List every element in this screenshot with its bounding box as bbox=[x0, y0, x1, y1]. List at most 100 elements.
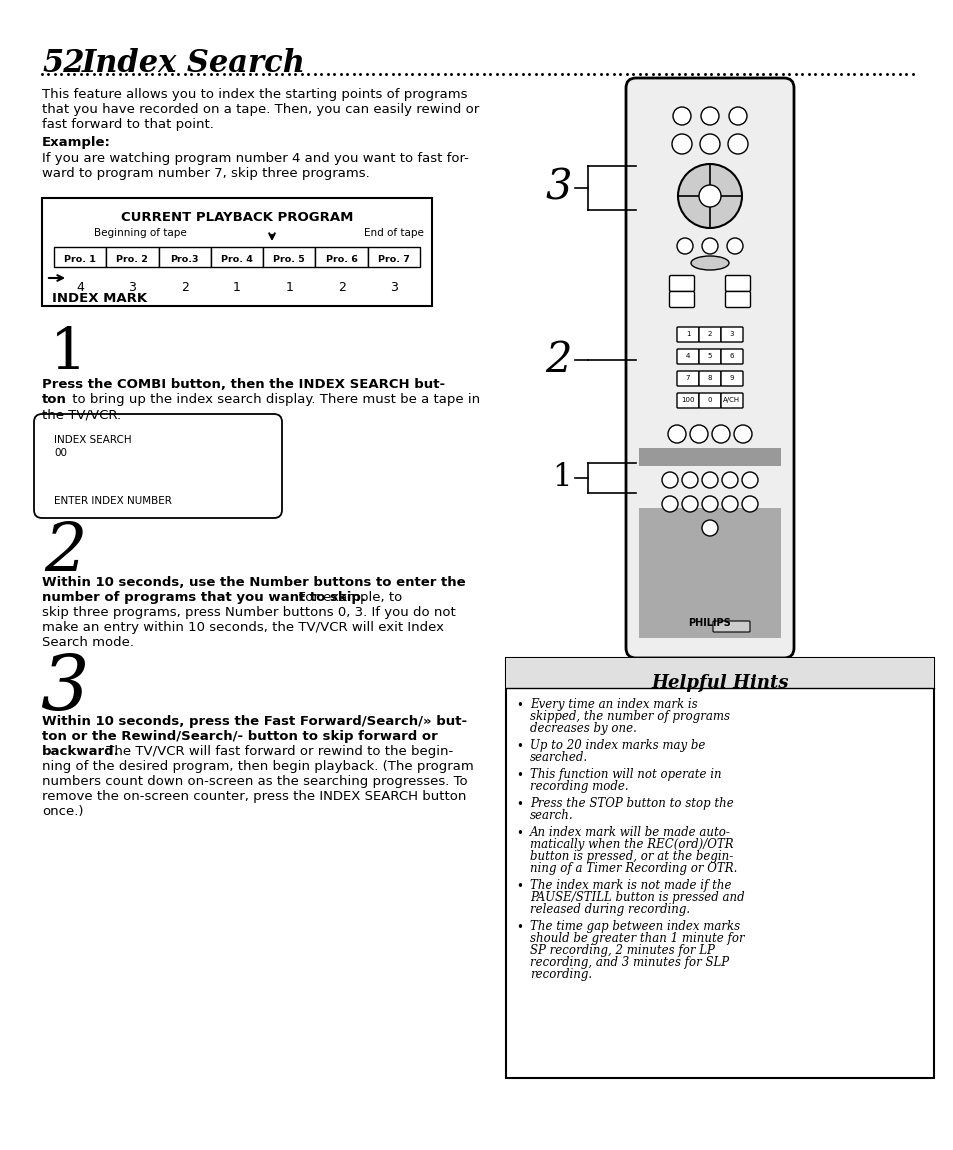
Text: ton: ton bbox=[42, 393, 67, 406]
Text: Example:: Example: bbox=[42, 136, 111, 150]
Circle shape bbox=[741, 496, 758, 512]
Text: 4: 4 bbox=[76, 281, 84, 294]
Text: End of tape: End of tape bbox=[364, 228, 423, 238]
Text: •: • bbox=[516, 880, 522, 894]
Text: backward.: backward. bbox=[42, 745, 120, 758]
Text: 5: 5 bbox=[707, 353, 712, 359]
Text: The time gap between index marks: The time gap between index marks bbox=[530, 920, 740, 933]
Text: An index mark will be made auto-: An index mark will be made auto- bbox=[530, 826, 730, 840]
Text: recording, and 3 minutes for SLP: recording, and 3 minutes for SLP bbox=[530, 956, 728, 969]
Text: to bring up the index search display. There must be a tape in: to bring up the index search display. Th… bbox=[68, 393, 479, 406]
Bar bbox=[639, 448, 781, 466]
Text: fast forward to that point.: fast forward to that point. bbox=[42, 118, 213, 131]
Text: •: • bbox=[516, 699, 522, 712]
FancyBboxPatch shape bbox=[625, 78, 793, 658]
FancyBboxPatch shape bbox=[669, 276, 694, 291]
Text: •: • bbox=[516, 921, 522, 934]
Text: Index Search: Index Search bbox=[82, 48, 306, 79]
Bar bbox=[158, 247, 211, 267]
Text: 8: 8 bbox=[707, 375, 712, 381]
Text: 52: 52 bbox=[42, 48, 85, 79]
Text: •: • bbox=[516, 769, 522, 782]
Text: make an entry within 10 seconds, the TV/VCR will exit Index: make an entry within 10 seconds, the TV/… bbox=[42, 621, 443, 634]
Text: 3: 3 bbox=[390, 281, 397, 294]
Text: once.): once.) bbox=[42, 805, 84, 818]
FancyBboxPatch shape bbox=[720, 348, 742, 365]
Text: If you are watching program number 4 and you want to fast for-: If you are watching program number 4 and… bbox=[42, 152, 468, 164]
Text: searched.: searched. bbox=[530, 751, 587, 764]
Text: 2: 2 bbox=[707, 331, 712, 337]
Circle shape bbox=[661, 496, 678, 512]
Circle shape bbox=[726, 238, 742, 254]
Text: ning of the desired program, then begin playback. (The program: ning of the desired program, then begin … bbox=[42, 760, 474, 773]
Text: 2: 2 bbox=[180, 281, 189, 294]
FancyBboxPatch shape bbox=[677, 371, 699, 386]
Circle shape bbox=[672, 107, 690, 125]
Text: numbers count down on-screen as the searching progresses. To: numbers count down on-screen as the sear… bbox=[42, 775, 467, 788]
Bar bbox=[505, 658, 933, 1078]
Circle shape bbox=[701, 496, 718, 512]
Text: should be greater than 1 minute for: should be greater than 1 minute for bbox=[530, 932, 744, 945]
FancyBboxPatch shape bbox=[699, 327, 720, 342]
Text: This function will not operate in: This function will not operate in bbox=[530, 768, 720, 781]
Circle shape bbox=[681, 472, 698, 488]
FancyBboxPatch shape bbox=[669, 291, 694, 307]
Circle shape bbox=[700, 107, 719, 125]
Text: The TV/VCR will fast forward or rewind to the begin-: The TV/VCR will fast forward or rewind t… bbox=[102, 745, 453, 758]
Text: 3: 3 bbox=[729, 331, 734, 337]
Circle shape bbox=[701, 238, 718, 254]
FancyBboxPatch shape bbox=[677, 393, 699, 408]
Bar bbox=[54, 247, 106, 267]
Circle shape bbox=[700, 135, 720, 154]
Text: Within 10 seconds, use the Number buttons to enter the: Within 10 seconds, use the Number button… bbox=[42, 576, 465, 589]
FancyBboxPatch shape bbox=[677, 327, 699, 342]
Text: skipped, the number of programs: skipped, the number of programs bbox=[530, 710, 729, 723]
Text: 6: 6 bbox=[729, 353, 734, 359]
Text: INDEX SEARCH: INDEX SEARCH bbox=[54, 435, 132, 445]
FancyBboxPatch shape bbox=[34, 414, 282, 518]
FancyBboxPatch shape bbox=[699, 348, 720, 365]
Text: 00: 00 bbox=[54, 448, 67, 458]
Text: number of programs that you want to skip.: number of programs that you want to skip… bbox=[42, 591, 366, 604]
Text: released during recording.: released during recording. bbox=[530, 903, 689, 917]
Circle shape bbox=[741, 472, 758, 488]
Text: Every time an index mark is: Every time an index mark is bbox=[530, 698, 697, 711]
Text: •: • bbox=[516, 739, 522, 753]
Text: ning of a Timer Recording or OTR.: ning of a Timer Recording or OTR. bbox=[530, 862, 737, 875]
Text: •: • bbox=[516, 798, 522, 811]
Text: the TV/VCR.: the TV/VCR. bbox=[42, 408, 121, 421]
Text: 0: 0 bbox=[707, 397, 712, 402]
Circle shape bbox=[689, 426, 707, 443]
FancyBboxPatch shape bbox=[720, 327, 742, 342]
Text: recording.: recording. bbox=[530, 968, 592, 981]
Text: 2: 2 bbox=[545, 339, 572, 381]
FancyBboxPatch shape bbox=[724, 291, 750, 307]
Text: matically when the REC(ord)/OTR: matically when the REC(ord)/OTR bbox=[530, 838, 733, 851]
Text: ENTER INDEX NUMBER: ENTER INDEX NUMBER bbox=[54, 496, 172, 506]
FancyBboxPatch shape bbox=[699, 393, 720, 408]
Text: Press the STOP button to stop the: Press the STOP button to stop the bbox=[530, 797, 733, 810]
Circle shape bbox=[721, 472, 738, 488]
Text: 1: 1 bbox=[552, 462, 572, 493]
FancyBboxPatch shape bbox=[712, 621, 749, 632]
Circle shape bbox=[721, 496, 738, 512]
Text: PAUSE/STILL button is pressed and: PAUSE/STILL button is pressed and bbox=[530, 891, 744, 904]
FancyBboxPatch shape bbox=[677, 348, 699, 365]
Text: Pro.3: Pro.3 bbox=[171, 254, 199, 263]
FancyBboxPatch shape bbox=[724, 276, 750, 291]
Text: This feature allows you to index the starting points of programs: This feature allows you to index the sta… bbox=[42, 89, 467, 101]
Text: 2: 2 bbox=[44, 520, 87, 585]
Text: ward to program number 7, skip three programs.: ward to program number 7, skip three pro… bbox=[42, 167, 370, 181]
FancyBboxPatch shape bbox=[699, 371, 720, 386]
Bar bbox=[315, 247, 367, 267]
Circle shape bbox=[667, 426, 685, 443]
Text: that you have recorded on a tape. Then, you can easily rewind or: that you have recorded on a tape. Then, … bbox=[42, 104, 478, 116]
Text: button is pressed, or at the begin-: button is pressed, or at the begin- bbox=[530, 850, 733, 862]
Text: 4: 4 bbox=[685, 353, 689, 359]
Text: The index mark is not made if the: The index mark is not made if the bbox=[530, 879, 731, 892]
Ellipse shape bbox=[690, 256, 728, 270]
Text: Pro. 2: Pro. 2 bbox=[116, 254, 149, 263]
Bar bbox=[263, 247, 315, 267]
Bar bbox=[106, 247, 158, 267]
Text: Up to 20 index marks may be: Up to 20 index marks may be bbox=[530, 739, 704, 752]
